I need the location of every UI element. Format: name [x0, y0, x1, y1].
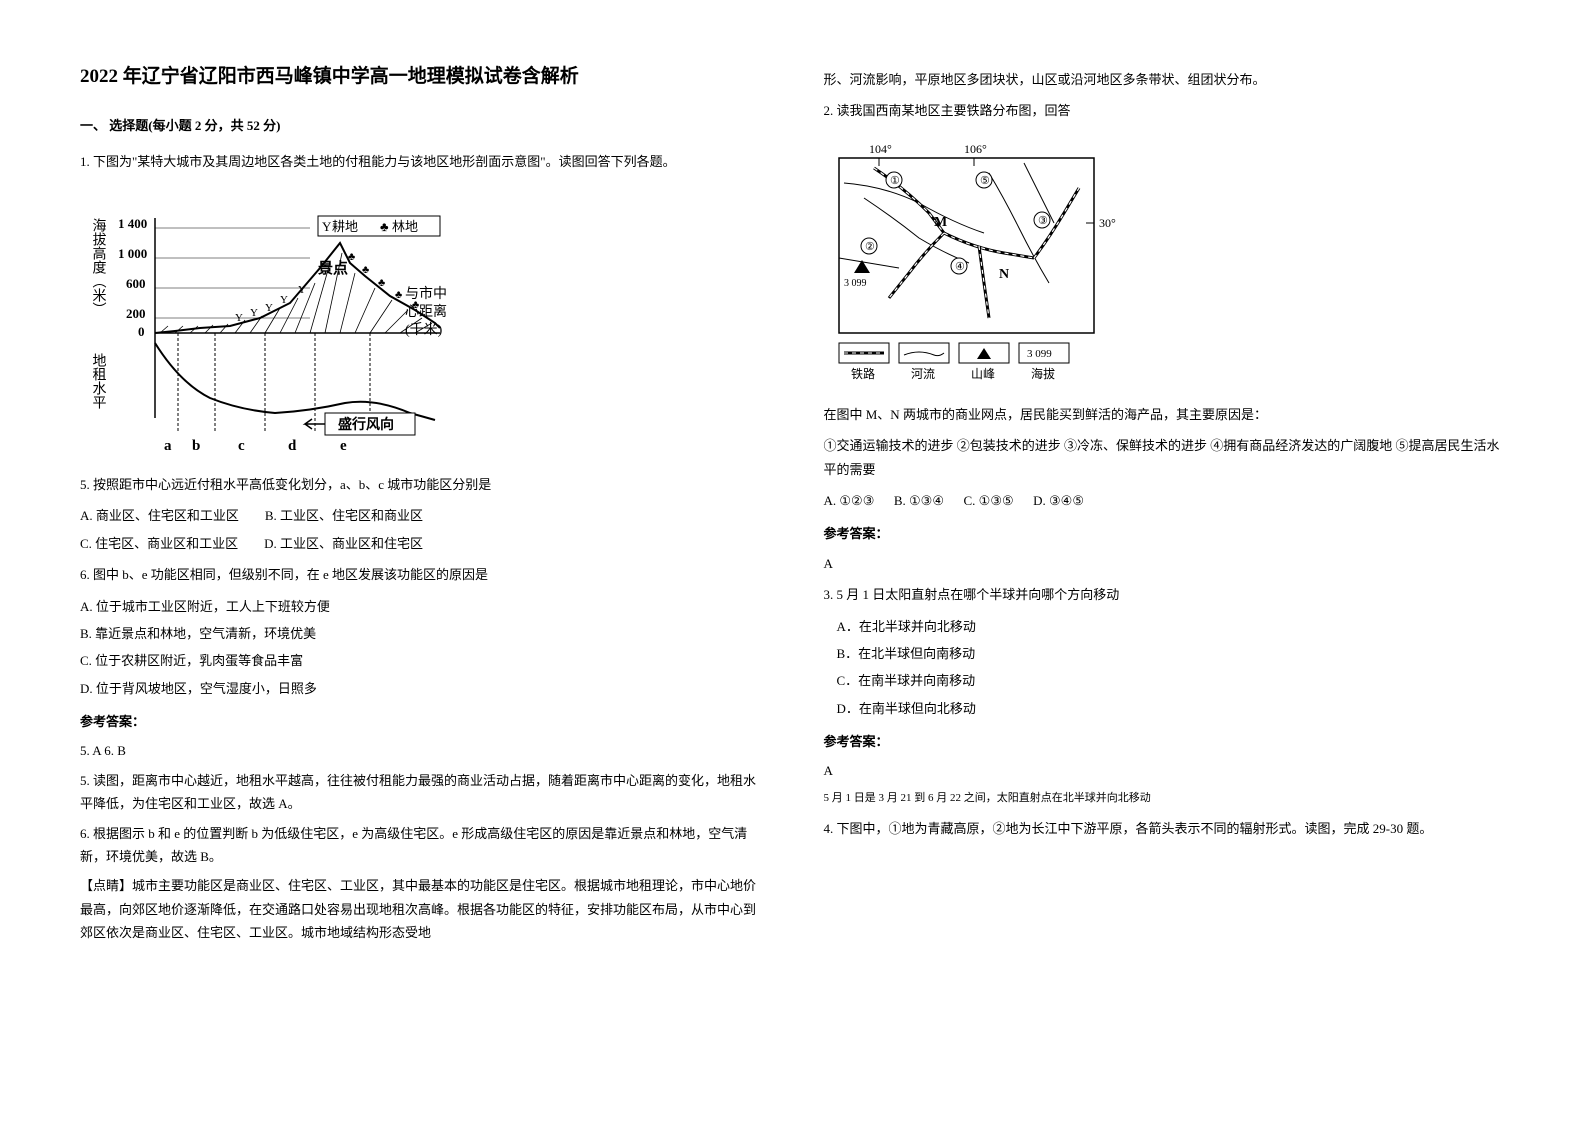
alt1: 3 099: [844, 278, 867, 289]
q1-sub5-options: A. 商业区、住宅区和工业区 B. 工业区、住宅区和商业区 C. 住宅区、商业区…: [80, 504, 764, 555]
q2-optA: A. ①②③: [824, 493, 875, 508]
legend-forest-symbol: ♣: [380, 219, 389, 234]
distance-label-2: 心距离: [405, 303, 447, 320]
legend-alt-val: 3 099: [1027, 348, 1052, 360]
q3-answer: A: [824, 759, 1508, 782]
railway-map: 104° 106° 30°: [824, 138, 1134, 388]
q2-option-row: A. ①②③ B. ①③④ C. ①③⑤ D. ③④⑤: [824, 489, 1508, 512]
wind-label: 盛行风向: [338, 416, 394, 433]
q3-text: 3. 5 月 1 日太阳直射点在哪个半球并向哪个方向移动: [824, 583, 1508, 606]
xtick-d: d: [288, 438, 297, 454]
M-label: M: [934, 215, 947, 230]
xtick-e: e: [340, 438, 347, 454]
ytick-0: 0: [138, 324, 145, 339]
q2-optC: C. ①③⑤: [964, 493, 1014, 508]
ytick-1000: 1 000: [118, 246, 147, 261]
q1-answer-label: 参考答案：: [80, 710, 764, 733]
q1-sub5-optD: D. 工业区、商业区和住宅区: [264, 536, 423, 551]
ylabel: 海拔高度（米）: [91, 218, 107, 316]
circle-1: ①: [890, 175, 900, 187]
circle-4: ④: [955, 261, 965, 273]
q2-answer-label: 参考答案：: [824, 522, 1508, 545]
terrain-chart: 海拔高度（米） 1 400 1 000 600 200 0 地租水平: [80, 188, 500, 458]
legend-forest: 林地: [392, 219, 418, 234]
lon1-label: 104°: [869, 142, 892, 156]
legend-alt: 海拔: [1031, 366, 1055, 381]
N-label: N: [999, 267, 1009, 282]
xtick-c: c: [238, 438, 245, 454]
q2-question: 在图中 M、N 两城市的商业网点，居民能买到鲜活的海产品，其主要原因是：: [824, 403, 1508, 426]
ytick-600: 600: [126, 276, 146, 291]
q1-intro: 1. 下图为"某特大城市及其周边地区各类土地的付租能力与该地区地形剖面示意图"。…: [80, 150, 764, 173]
q1-sub6-options: A. 位于城市工业区附近，工人上下班较方便 B. 靠近景点和林地，空气清新，环境…: [80, 595, 764, 701]
yneg-label: 地租水平: [91, 353, 107, 409]
svg-text:♣: ♣: [378, 277, 385, 289]
q3-optD: D．在南半球但向北移动: [824, 697, 1508, 720]
circle-2: ②: [865, 241, 875, 253]
q4-text: 4. 下图中，①地为青藏高原，②地为长江中下游平原，各箭头表示不同的辐射形式。读…: [824, 817, 1508, 840]
xtick-b: b: [192, 438, 200, 454]
q1-sub6-optC: C. 位于农耕区附近，乳肉蛋等食品丰富: [80, 649, 764, 672]
q3-optC: C．在南半球并向南移动: [824, 669, 1508, 692]
svg-text:♣: ♣: [395, 289, 402, 301]
svg-text:♣: ♣: [362, 264, 369, 276]
q1-sub6: 6. 图中 b、e 功能区相同，但级别不同，在 e 地区发展该功能区的原因是: [80, 563, 764, 586]
left-column: 2022 年辽宁省辽阳市西马峰镇中学高一地理模拟试卷含解析 一、 选择题(每小题…: [80, 60, 764, 951]
lat-label: 30°: [1099, 216, 1116, 230]
xtick-a: a: [164, 438, 172, 454]
circle-5: ⑤: [980, 175, 990, 187]
q1-sub5-optA: A. 商业区、住宅区和工业区: [80, 508, 239, 523]
distance-label-3: (千米): [405, 322, 443, 338]
legend-peak: 山峰: [971, 367, 995, 381]
q2-optD: D. ③④⑤: [1033, 493, 1084, 508]
right-column: 形、河流影响，平原地区多团块状，山区或沿河地区多条带状、组团状分布。 2. 读我…: [824, 60, 1508, 951]
ytick-200: 200: [126, 306, 146, 321]
q1-dianjing: 【点睛】城市主要功能区是商业区、住宅区、工业区，其中最基本的功能区是住宅区。根据…: [80, 874, 764, 944]
q2-options-text: ①交通运输技术的进步 ②包装技术的进步 ③冷冻、保鲜技术的进步 ④拥有商品经济发…: [824, 434, 1508, 481]
q1-figure: 海拔高度（米） 1 400 1 000 600 200 0 地租水平: [80, 188, 764, 458]
svg-text:Y: Y: [280, 294, 288, 306]
q1-answers: 5. A 6. B: [80, 739, 764, 762]
col2-continuation: 形、河流影响，平原地区多团块状，山区或沿河地区多条带状、组团状分布。: [824, 68, 1508, 91]
q3-note: 5 月 1 日是 3 月 21 到 6 月 22 之间，太阳直射点在北半球并向北…: [824, 789, 1508, 809]
q1-sub5-optB: B. 工业区、住宅区和商业区: [265, 508, 423, 523]
q1-analysis5: 5. 读图，距离市中心越近，地租水平越高，往往被付租能力最强的商业活动占据，随着…: [80, 769, 764, 816]
circle-3: ③: [1038, 215, 1048, 227]
q3-optB: B．在北半球但向南移动: [824, 642, 1508, 665]
page-title: 2022 年辽宁省辽阳市西马峰镇中学高一地理模拟试卷含解析: [80, 60, 764, 94]
svg-text:Y: Y: [298, 284, 306, 296]
legend-river: 河流: [911, 367, 935, 381]
q3-options: A．在北半球并向北移动 B．在北半球但向南移动 C．在南半球并向南移动 D．在南…: [824, 615, 1508, 721]
section-1-header: 一、 选择题(每小题 2 分，共 52 分): [80, 114, 764, 137]
svg-text:♣: ♣: [348, 251, 355, 263]
svg-text:Y: Y: [235, 312, 243, 324]
distance-label-1: 与市中: [405, 285, 447, 302]
q1-sub6-optB: B. 靠近景点和林地，空气清新，环境优美: [80, 622, 764, 645]
q2-optB: B. ①③④: [894, 493, 944, 508]
q1-sub5: 5. 按照距市中心远近付租水平高低变化划分，a、b、c 城市功能区分别是: [80, 473, 764, 496]
legend-farm: 耕地: [332, 219, 358, 234]
q1-analysis6: 6. 根据图示 b 和 e 的位置判断 b 为低级住宅区，e 为高级住宅区。e …: [80, 822, 764, 869]
svg-text:Y: Y: [250, 307, 258, 319]
q2-figure: 104° 106° 30°: [824, 138, 1508, 388]
svg-text:Y: Y: [265, 302, 273, 314]
q2-answer: A: [824, 552, 1508, 575]
legend-farm-symbol: Y: [322, 219, 332, 234]
q2-intro: 2. 读我国西南某地区主要铁路分布图，回答: [824, 99, 1508, 122]
q1-sub6-optA: A. 位于城市工业区附近，工人上下班较方便: [80, 595, 764, 618]
q3-optA: A．在北半球并向北移动: [824, 615, 1508, 638]
ytick-1400: 1 400: [118, 216, 147, 231]
q1-sub6-optD: D. 位于背风坡地区，空气湿度小，日照多: [80, 677, 764, 700]
lon2-label: 106°: [964, 142, 987, 156]
q3-answer-label: 参考答案：: [824, 730, 1508, 753]
scenic-label: 景点: [318, 259, 348, 277]
legend-rail: 铁路: [851, 366, 875, 381]
q1-sub5-optC: C. 住宅区、商业区和工业区: [80, 536, 238, 551]
